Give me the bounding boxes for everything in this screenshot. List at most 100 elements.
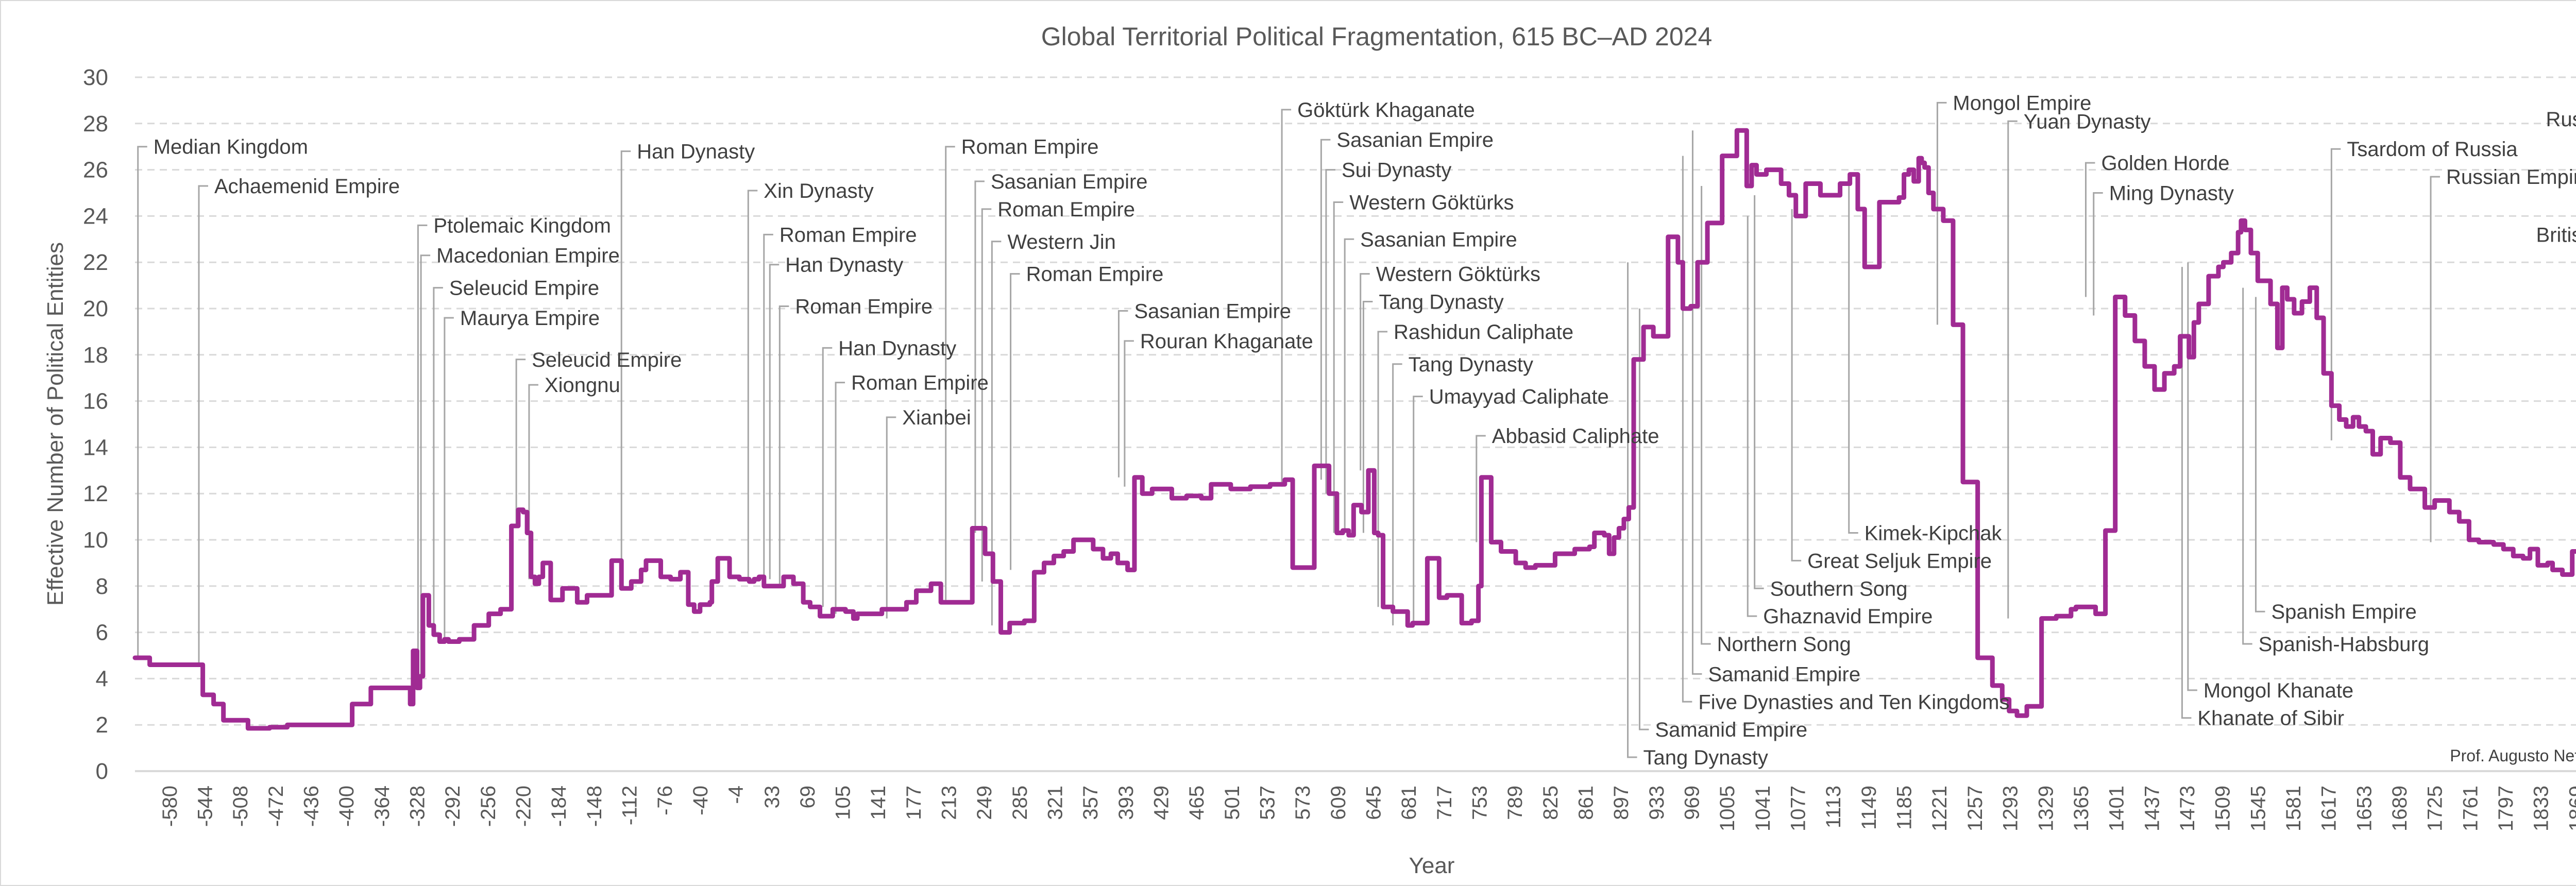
x-tick-label: 465 [1185, 786, 1208, 820]
annotation-label: Russian Empire [2446, 166, 2576, 189]
x-tick-label: 573 [1292, 786, 1314, 820]
x-tick-label: 1005 [1716, 786, 1739, 831]
x-tick-label: 753 [1469, 786, 1492, 820]
x-tick-label: -76 [654, 786, 676, 815]
annotation: Golden Horde [2101, 152, 2229, 175]
x-tick-label: 537 [1256, 786, 1279, 820]
annotation-leader [1124, 340, 1134, 487]
x-tick-label: 69 [796, 786, 819, 809]
annotation-label: Seleucid Empire [449, 277, 599, 300]
annotation-label: Tang Dynasty [1643, 746, 1768, 769]
annotation-label: Ptolemaic Kingdom [433, 214, 611, 237]
annotation: Spanish-Habsburg [2259, 633, 2429, 656]
y-tick-label: 30 [83, 65, 108, 90]
annotation: Sui Dynasty [1342, 159, 1451, 182]
series-line [132, 128, 2576, 731]
x-tick-label: 141 [867, 786, 890, 820]
x-tick-label: 897 [1610, 786, 1633, 820]
annotation-label: Han Dynasty [838, 337, 956, 360]
annotation: Western Jin [1007, 231, 1115, 253]
annotation-leader [763, 233, 773, 577]
annotation-label: Southern Song [1770, 577, 1908, 600]
annotation-label: Ghaznavid Empire [1763, 605, 1933, 628]
y-tick-label: 24 [83, 203, 108, 229]
x-tick-label: 1077 [1787, 786, 1810, 831]
y-tick-label: 8 [96, 574, 108, 599]
x-tick-label: 1761 [2459, 786, 2482, 831]
x-tick-label: -328 [406, 786, 429, 827]
annotation-label: Kimek-Kipchak [1865, 522, 2003, 545]
annotation: Sasanian Empire [1336, 129, 1494, 151]
annotation-leader [886, 416, 896, 619]
x-tick-label: 1293 [1999, 786, 2022, 831]
x-tick-label: 213 [938, 786, 960, 820]
annotation-label: Rouran Khaganate [1140, 330, 1313, 353]
annotation-leader [2430, 176, 2441, 542]
annotation: Roman Empire [795, 296, 933, 318]
annotation-leader [835, 382, 845, 614]
annotation-leader [1682, 156, 1692, 703]
annotation: Roman Empire [961, 136, 1099, 159]
annotation-label: Yuan Dynasty [2024, 110, 2151, 133]
x-tick-label: 1689 [2388, 786, 2411, 831]
annotation: Median Kingdom [154, 136, 308, 159]
annotation: Han Dynasty [637, 141, 755, 163]
annotation-label: Ming Dynasty [2109, 182, 2234, 205]
annotation-leader [417, 224, 428, 688]
x-tick-label: -292 [442, 786, 464, 827]
y-tick-label: 20 [83, 296, 108, 321]
annotation-label: Achaemenid Empire [214, 175, 400, 198]
x-tick-label: 357 [1079, 786, 1102, 820]
annotation-leader [1413, 396, 1423, 623]
annotation: Göktürk Khaganate [1297, 99, 1475, 122]
annotation-leader [433, 287, 443, 626]
annotation: Xianbei [902, 406, 971, 429]
annotation-leader [1754, 195, 1764, 589]
x-tick-label: 717 [1433, 786, 1456, 820]
x-tick-label: 177 [903, 786, 925, 820]
annotation-leader [1747, 216, 1757, 617]
annotation-label: Spanish Empire [2271, 601, 2416, 623]
annotation: Western Göktürks [1376, 263, 1540, 286]
annotation-leader [2093, 192, 2103, 316]
x-tick-label: 1221 [1928, 786, 1951, 831]
x-tick-label: 789 [1504, 786, 1527, 820]
y-tick-label: 22 [83, 250, 108, 275]
annotation: Xiongnu [545, 374, 620, 397]
y-axis-title: Effective Number of Political Entities [43, 242, 68, 606]
annotation-leader [1791, 209, 1802, 561]
annotation-leader [1117, 310, 1128, 478]
x-tick-label: -472 [265, 786, 287, 827]
annotation: Achaemenid Empire [214, 175, 400, 198]
annotation-label: British Empire [2536, 224, 2576, 246]
annotation-label: Great Seljuk Empire [1807, 550, 1992, 572]
x-tick-label: 1185 [1893, 786, 1916, 830]
annotation-leader [444, 317, 454, 637]
annotation: Yuan Dynasty [2024, 110, 2151, 133]
annotation: Russian Federation [2546, 108, 2576, 131]
annotation-label: Five Dynasties and Ten Kingdoms [1698, 691, 2009, 713]
annotation-label: Umayyad Caliphate [1429, 386, 1609, 408]
annotation: Seleucid Empire [532, 349, 682, 371]
annotation-leader [1320, 139, 1331, 480]
x-tick-label: -580 [159, 786, 181, 827]
annotation: Ptolemaic Kingdom [433, 214, 611, 237]
annotation: Seleucid Empire [449, 277, 599, 300]
annotation-leader [981, 208, 992, 582]
x-axis-title: Year [1409, 853, 1455, 878]
annotation-leader [945, 146, 955, 600]
annotation-leader [1638, 309, 1649, 730]
x-tick-label: 969 [1681, 786, 1704, 820]
annotation-label: Roman Empire [795, 296, 933, 318]
x-tick-label: 321 [1044, 786, 1066, 820]
x-tick-label: 1725 [2424, 786, 2447, 831]
x-tick-label: 645 [1363, 786, 1385, 820]
y-tick-label: 6 [96, 620, 108, 645]
x-tick-label: 609 [1327, 786, 1350, 820]
annotation: Rashidun Caliphate [1394, 321, 1573, 344]
annotation-label: Tang Dynasty [1409, 353, 1533, 376]
x-tick-label: 429 [1150, 786, 1173, 820]
x-tick-label: 393 [1115, 786, 1138, 820]
annotation-label: Golden Horde [2101, 152, 2229, 175]
